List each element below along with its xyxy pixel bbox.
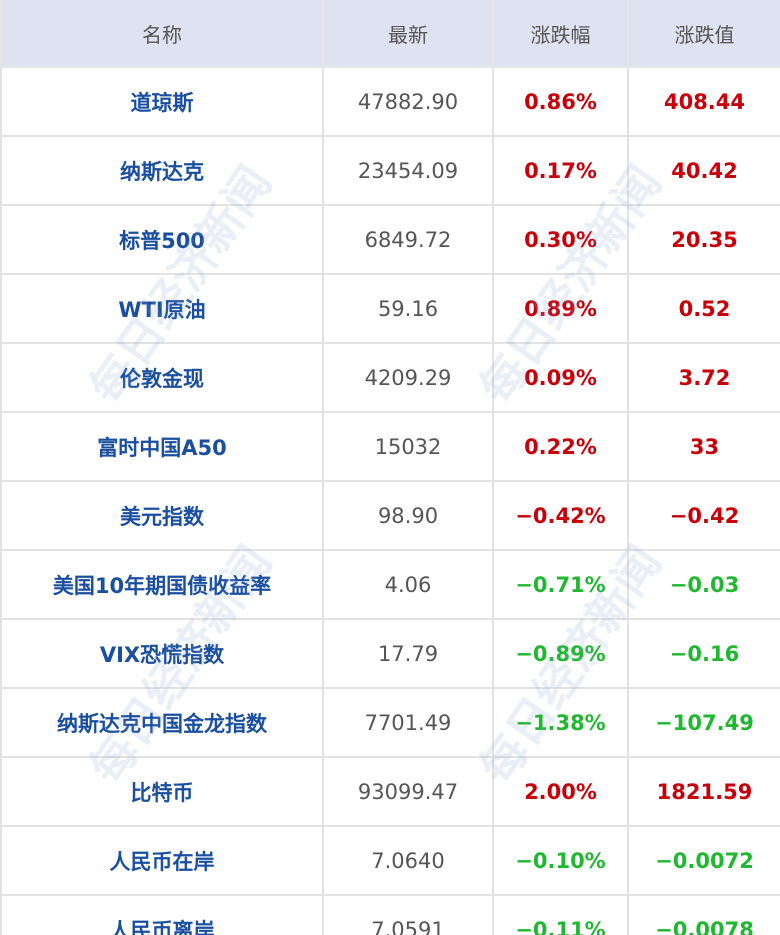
cell-last: 7.0591	[322, 894, 494, 935]
cell-pct-change: 0.30%	[492, 204, 629, 275]
table-row: 伦敦金现 4209.29 0.09% 3.72	[0, 342, 780, 413]
table-row: 标普500 6849.72 0.30% 20.35	[0, 204, 780, 275]
cell-pct-change: 0.22%	[492, 411, 629, 482]
cell-name: 伦敦金现	[0, 342, 324, 413]
cell-change: 1821.59	[627, 756, 780, 827]
cell-change: −0.0078	[627, 894, 780, 935]
cell-last: 4.06	[322, 549, 494, 620]
cell-last: 7701.49	[322, 687, 494, 758]
cell-last: 93099.47	[322, 756, 494, 827]
cell-name: 富时中国A50	[0, 411, 324, 482]
cell-name: 标普500	[0, 204, 324, 275]
cell-pct-change: −0.71%	[492, 549, 629, 620]
table-row: 道琼斯 47882.90 0.86% 408.44	[0, 66, 780, 137]
cell-name: 纳斯达克中国金龙指数	[0, 687, 324, 758]
cell-pct-change: −1.38%	[492, 687, 629, 758]
cell-pct-change: −0.10%	[492, 825, 629, 896]
cell-last: 17.79	[322, 618, 494, 689]
cell-change: −107.49	[627, 687, 780, 758]
cell-change: 33	[627, 411, 780, 482]
cell-last: 98.90	[322, 480, 494, 551]
header-pct-change: 涨跌幅	[492, 0, 629, 68]
cell-pct-change: −0.89%	[492, 618, 629, 689]
cell-name: 美国10年期国债收益率	[0, 549, 324, 620]
table-row: 比特币 93099.47 2.00% 1821.59	[0, 756, 780, 827]
cell-change: −0.16	[627, 618, 780, 689]
cell-name: 美元指数	[0, 480, 324, 551]
table-row: 美国10年期国债收益率 4.06 −0.71% −0.03	[0, 549, 780, 620]
cell-change: 40.42	[627, 135, 780, 206]
table-row: 美元指数 98.90 −0.42% −0.42	[0, 480, 780, 551]
header-change: 涨跌值	[627, 0, 780, 68]
header-last: 最新	[322, 0, 494, 68]
cell-name: 道琼斯	[0, 66, 324, 137]
cell-change: −0.03	[627, 549, 780, 620]
cell-change: −0.42	[627, 480, 780, 551]
cell-name: 纳斯达克	[0, 135, 324, 206]
table-row: 人民币在岸 7.0640 −0.10% −0.0072	[0, 825, 780, 896]
header-name: 名称	[0, 0, 324, 68]
cell-pct-change: 0.89%	[492, 273, 629, 344]
cell-pct-change: 0.86%	[492, 66, 629, 137]
cell-change: 3.72	[627, 342, 780, 413]
cell-last: 15032	[322, 411, 494, 482]
cell-pct-change: 2.00%	[492, 756, 629, 827]
table-row: VIX恐慌指数 17.79 −0.89% −0.16	[0, 618, 780, 689]
table-row: WTI原油 59.16 0.89% 0.52	[0, 273, 780, 344]
table-row: 人民币离岸 7.0591 −0.11% −0.0078	[0, 894, 780, 935]
cell-last: 23454.09	[322, 135, 494, 206]
cell-change: 408.44	[627, 66, 780, 137]
cell-change: −0.0072	[627, 825, 780, 896]
cell-name: 比特币	[0, 756, 324, 827]
cell-last: 59.16	[322, 273, 494, 344]
cell-pct-change: 0.09%	[492, 342, 629, 413]
cell-last: 47882.90	[322, 66, 494, 137]
cell-name: 人民币离岸	[0, 894, 324, 935]
cell-pct-change: 0.17%	[492, 135, 629, 206]
cell-name: 人民币在岸	[0, 825, 324, 896]
cell-change: 0.52	[627, 273, 780, 344]
cell-last: 4209.29	[322, 342, 494, 413]
cell-last: 7.0640	[322, 825, 494, 896]
cell-pct-change: −0.42%	[492, 480, 629, 551]
cell-change: 20.35	[627, 204, 780, 275]
cell-name: VIX恐慌指数	[0, 618, 324, 689]
table-header-row: 名称 最新 涨跌幅 涨跌值	[0, 0, 780, 68]
table-row: 纳斯达克中国金龙指数 7701.49 −1.38% −107.49	[0, 687, 780, 758]
cell-last: 6849.72	[322, 204, 494, 275]
cell-pct-change: −0.11%	[492, 894, 629, 935]
table-row: 富时中国A50 15032 0.22% 33	[0, 411, 780, 482]
table-row: 纳斯达克 23454.09 0.17% 40.42	[0, 135, 780, 206]
cell-name: WTI原油	[0, 273, 324, 344]
